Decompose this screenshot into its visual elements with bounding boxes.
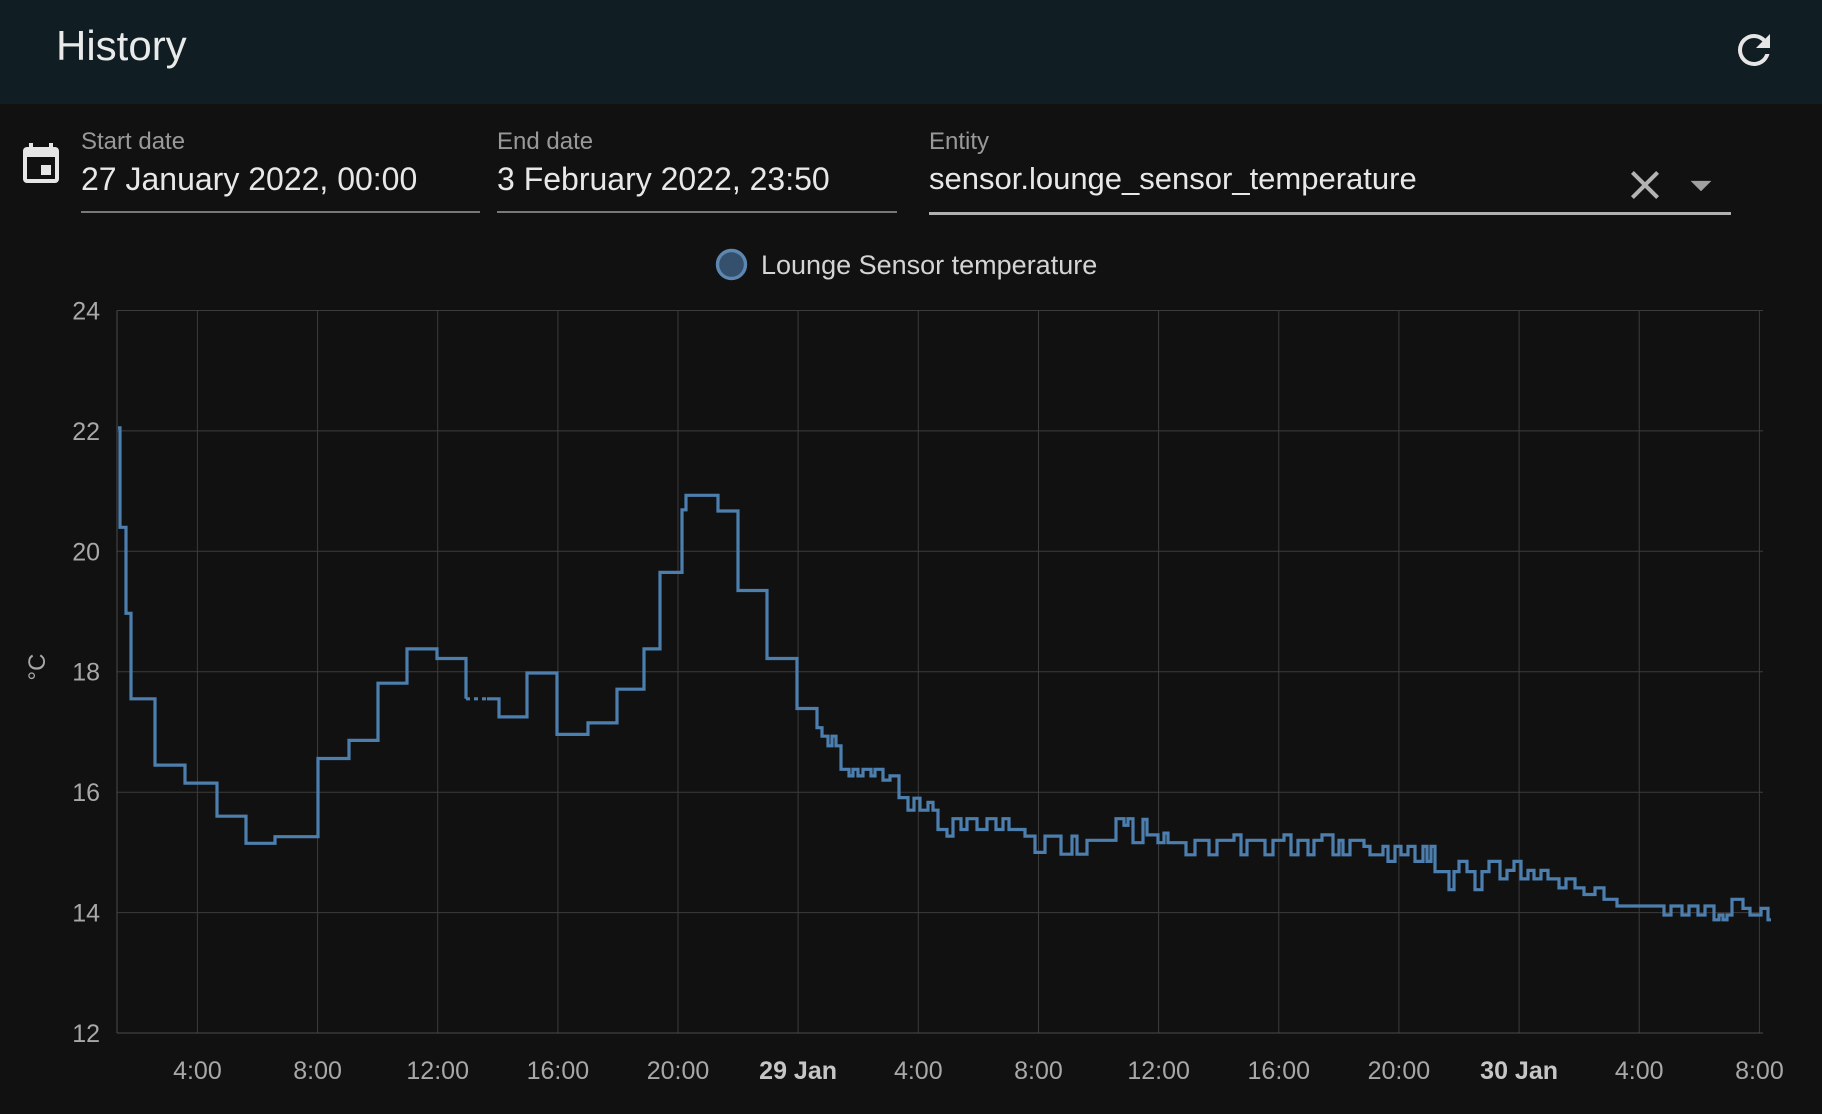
svg-text:12:00: 12:00 <box>406 1057 469 1085</box>
svg-text:14: 14 <box>72 900 100 928</box>
svg-text:8:00: 8:00 <box>1014 1057 1063 1085</box>
svg-text:8:00: 8:00 <box>293 1057 342 1085</box>
svg-text:16: 16 <box>72 779 100 807</box>
svg-text:30 Jan: 30 Jan <box>1480 1057 1558 1085</box>
svg-text:18: 18 <box>72 659 100 687</box>
svg-text:20:00: 20:00 <box>1368 1057 1431 1085</box>
svg-text:4:00: 4:00 <box>894 1057 943 1085</box>
svg-text:12: 12 <box>72 1020 100 1048</box>
svg-text:4:00: 4:00 <box>1615 1057 1664 1085</box>
svg-text:16:00: 16:00 <box>527 1057 590 1085</box>
svg-text:8:00: 8:00 <box>1735 1057 1784 1085</box>
svg-text:20:00: 20:00 <box>647 1057 710 1085</box>
svg-text:22: 22 <box>72 418 100 446</box>
svg-text:4:00: 4:00 <box>173 1057 222 1085</box>
svg-text:°C: °C <box>24 654 51 681</box>
svg-text:29 Jan: 29 Jan <box>759 1057 837 1085</box>
svg-text:Lounge Sensor temperature: Lounge Sensor temperature <box>761 250 1097 280</box>
svg-text:24: 24 <box>72 298 100 326</box>
svg-text:20: 20 <box>72 538 100 566</box>
svg-text:12:00: 12:00 <box>1127 1057 1190 1085</box>
svg-text:16:00: 16:00 <box>1248 1057 1311 1085</box>
